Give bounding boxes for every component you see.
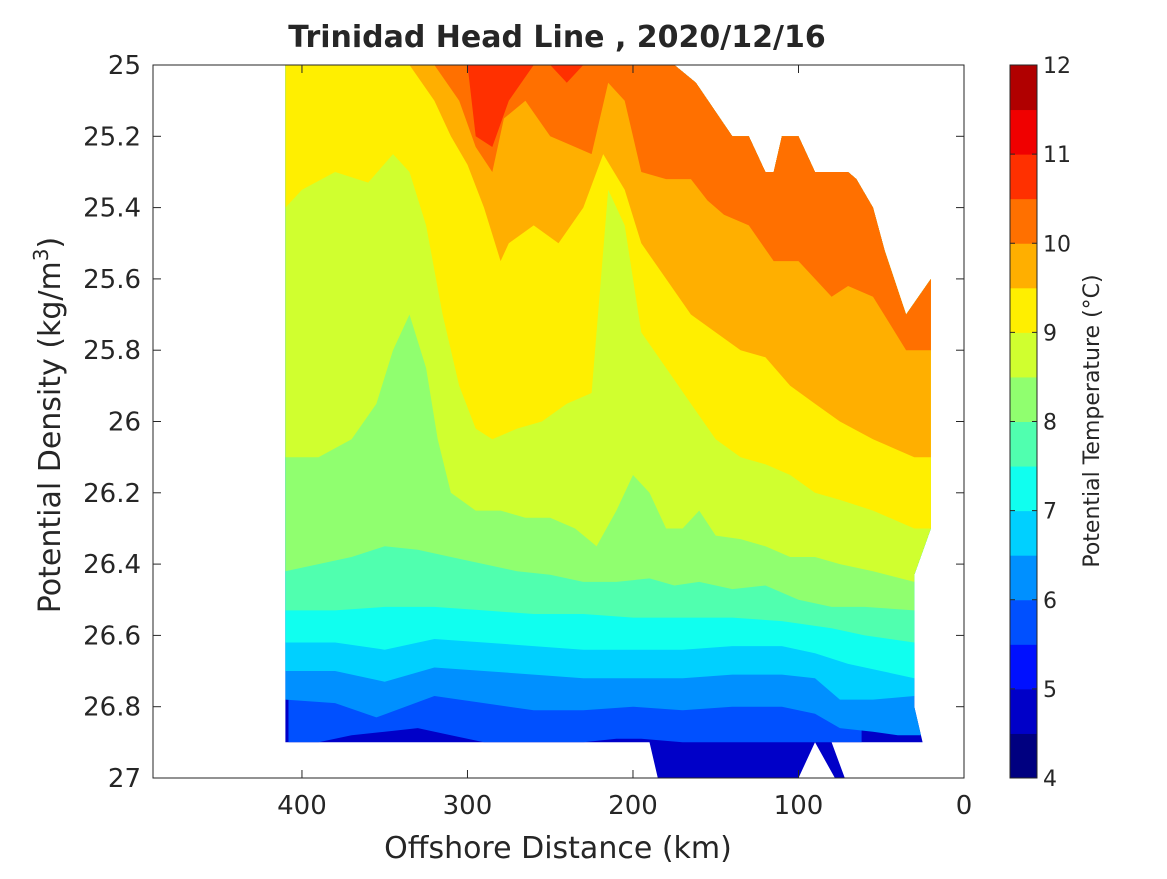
colorbar-band <box>1010 688 1037 734</box>
colorbar-band <box>1010 644 1037 690</box>
x-axis-label: Offshore Distance (km) <box>384 831 732 866</box>
colorbar-ticks: 4 5 6 7 8 9 10 11 12 <box>1010 54 1071 792</box>
colorbar-band <box>1010 198 1037 244</box>
colorbar: 4 5 6 7 8 9 10 11 12 Potential Temperature (°C) <box>1009 54 1105 792</box>
colorbar-tick-label: 5 <box>1043 678 1057 703</box>
x-tick-label: 400 <box>277 791 327 821</box>
y-tick-label: 26.4 <box>83 550 141 580</box>
x-tick-label: 300 <box>443 791 493 821</box>
colorbar-band <box>1010 154 1037 200</box>
y-tick-label: 26.2 <box>83 479 141 509</box>
colorbar-tick-label: 8 <box>1043 411 1057 436</box>
x-tick-label: 0 <box>956 791 973 821</box>
y-axis-label-close: ) <box>33 237 68 249</box>
colorbar-band <box>1010 466 1037 512</box>
y-tick-label: 25.6 <box>83 265 141 295</box>
y-tick-label: 25.8 <box>83 336 141 366</box>
contour-fill <box>285 65 931 778</box>
colorbar-band <box>1010 733 1037 779</box>
colorbar-tick-label: 4 <box>1043 767 1057 792</box>
colorbar-tick-label: 11 <box>1043 143 1071 168</box>
y-tick-label: 25 <box>108 51 141 81</box>
y-axis: 25 25.2 25.4 25.6 25.8 26 26.2 26.4 26.6 26.8 27 <box>83 51 964 794</box>
colorbar-bands <box>1010 65 1037 779</box>
colorbar-band <box>1010 421 1037 467</box>
colorbar-band <box>1010 376 1037 422</box>
colorbar-label: Potential Temperature (°C) <box>1080 274 1105 567</box>
y-tick-label: 26.6 <box>83 621 141 651</box>
y-tick-label: 27 <box>108 764 141 794</box>
x-tick-label: 100 <box>774 791 824 821</box>
colorbar-band <box>1010 599 1037 645</box>
chart-title: Trinidad Head Line , 2020/12/16 <box>288 20 825 55</box>
colorbar-tick-label: 9 <box>1043 321 1057 346</box>
y-tick-label: 26.8 <box>83 693 141 723</box>
colorbar-band <box>1010 555 1037 601</box>
colorbar-band <box>1010 510 1037 556</box>
colorbar-tick-label: 10 <box>1043 232 1071 257</box>
x-tick-label: 200 <box>608 791 658 821</box>
y-axis-label: Potential Density (kg/m3) <box>29 237 68 613</box>
colorbar-band <box>1010 109 1037 155</box>
plot-area <box>285 65 931 778</box>
y-axis-label-sup: 3 <box>29 248 53 261</box>
colorbar-tick-label: 7 <box>1043 500 1057 525</box>
colorbar-band <box>1010 332 1037 378</box>
y-tick-label: 25.4 <box>83 194 141 224</box>
x-axis: 400 300 200 100 0 <box>277 65 972 821</box>
y-tick-label: 26 <box>108 408 141 438</box>
colorbar-tick-label: 12 <box>1043 54 1071 79</box>
colorbar-band <box>1010 65 1037 111</box>
y-tick-label: 25.2 <box>83 122 141 152</box>
colorbar-band <box>1010 287 1037 333</box>
colorbar-band <box>1010 243 1037 289</box>
y-axis-label-text: Potential Density (kg/m <box>33 261 68 613</box>
colorbar-tick-label: 6 <box>1043 589 1057 614</box>
